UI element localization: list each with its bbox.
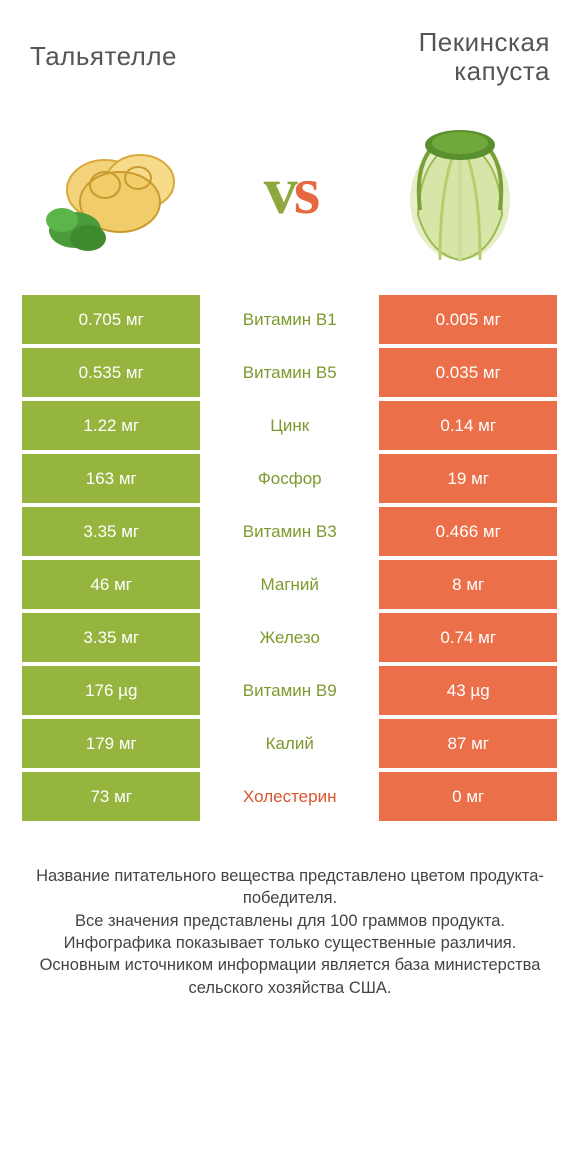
comparison-table: 0.705 мгВитамин B10.005 мг0.535 мгВитами… (0, 295, 580, 821)
value-left: 179 мг (22, 719, 200, 768)
value-left: 1.22 мг (22, 401, 200, 450)
table-row: 0.535 мгВитамин B50.035 мг (22, 348, 558, 397)
vs-label: vs (264, 151, 316, 230)
header: Тальятелле Пекинская капуста (0, 0, 580, 95)
nutrient-label: Цинк (200, 401, 378, 450)
nutrient-label: Витамин B9 (200, 666, 378, 715)
table-row: 1.22 мгЦинк0.14 мг (22, 401, 558, 450)
nutrient-label: Железо (200, 613, 378, 662)
value-right: 19 мг (379, 454, 557, 503)
table-row: 163 мгФосфор19 мг (22, 454, 558, 503)
value-left: 3.35 мг (22, 507, 200, 556)
footer-l2: Все значения представлены для 100 граммо… (20, 910, 560, 932)
product-right-title: Пекинская капуста (316, 28, 550, 85)
footer-notes: Название питательного вещества представл… (0, 825, 580, 999)
product-left-title: Тальятелле (30, 42, 264, 71)
cabbage-icon (380, 115, 540, 265)
value-right: 0.74 мг (379, 613, 557, 662)
nutrient-label: Витамин B3 (200, 507, 378, 556)
nutrient-label: Калий (200, 719, 378, 768)
table-row: 73 мгХолестерин0 мг (22, 772, 558, 821)
table-row: 3.35 мгВитамин B30.466 мг (22, 507, 558, 556)
product-right-title-l1: Пекинская (419, 27, 550, 57)
nutrient-label: Холестерин (200, 772, 378, 821)
value-right: 0 мг (379, 772, 557, 821)
table-row: 176 µgВитамин B943 µg (22, 666, 558, 715)
value-left: 46 мг (22, 560, 200, 609)
value-right: 0.005 мг (379, 295, 557, 344)
nutrient-label: Фосфор (200, 454, 378, 503)
value-left: 3.35 мг (22, 613, 200, 662)
value-right: 0.035 мг (379, 348, 557, 397)
value-right: 8 мг (379, 560, 557, 609)
product-right-title-l2: капуста (454, 56, 550, 86)
nutrient-label: Витамин B5 (200, 348, 378, 397)
value-left: 0.535 мг (22, 348, 200, 397)
value-left: 73 мг (22, 772, 200, 821)
footer-l3: Инфографика показывает только существенн… (20, 932, 560, 954)
value-right: 87 мг (379, 719, 557, 768)
nutrient-label: Витамин B1 (200, 295, 378, 344)
value-right: 0.466 мг (379, 507, 557, 556)
footer-l4: Основным источником информации является … (20, 954, 560, 999)
value-right: 43 µg (379, 666, 557, 715)
value-right: 0.14 мг (379, 401, 557, 450)
value-left: 163 мг (22, 454, 200, 503)
images-row: vs (0, 95, 580, 295)
pasta-icon (40, 115, 200, 265)
table-row: 46 мгМагний8 мг (22, 560, 558, 609)
value-left: 0.705 мг (22, 295, 200, 344)
value-left: 176 µg (22, 666, 200, 715)
table-row: 3.35 мгЖелезо0.74 мг (22, 613, 558, 662)
table-row: 0.705 мгВитамин B10.005 мг (22, 295, 558, 344)
table-row: 179 мгКалий87 мг (22, 719, 558, 768)
footer-l1: Название питательного вещества представл… (20, 865, 560, 910)
nutrient-label: Магний (200, 560, 378, 609)
